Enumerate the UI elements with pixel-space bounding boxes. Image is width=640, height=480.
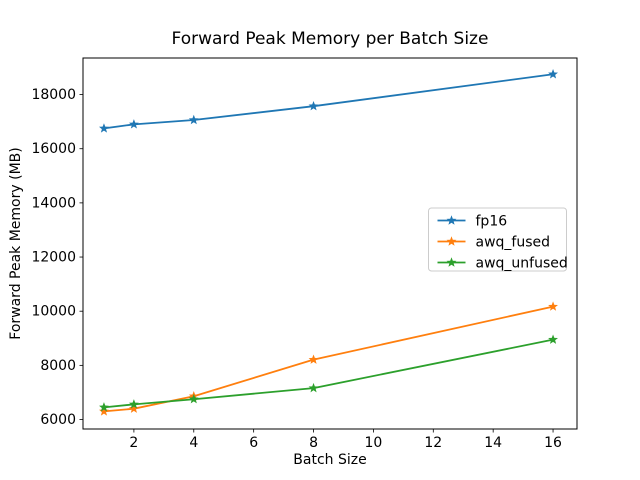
legend-swatch-marker <box>446 215 457 225</box>
y-tick-label: 16000 <box>31 141 76 157</box>
legend-label: awq_unfused <box>476 256 568 272</box>
legend-label: fp16 <box>476 214 508 230</box>
data-point-marker <box>308 354 319 364</box>
y-tick-label: 18000 <box>31 87 76 103</box>
legend-label: awq_fused <box>476 235 551 251</box>
data-point-marker <box>548 334 558 344</box>
y-tick-label: 10000 <box>31 304 76 320</box>
legend-entry-awq_fused: awq_fused <box>437 235 551 251</box>
series-line-awq_fused <box>103 305 554 413</box>
series-markers-awq_fused <box>99 301 558 416</box>
data-point-marker <box>188 114 199 125</box>
data-point-marker <box>99 123 109 133</box>
x-tick-label: 12 <box>424 435 442 451</box>
series-markers-awq_unfused <box>99 334 558 412</box>
series-line-fp16 <box>103 73 554 130</box>
x-tick-label: 10 <box>364 435 382 451</box>
y-tick-label: 6000 <box>40 412 76 428</box>
data-point-marker <box>308 101 319 111</box>
legend-entry-awq_unfused: awq_unfused <box>437 256 568 272</box>
x-tick-label: 4 <box>189 435 198 451</box>
legend-swatch-marker <box>446 257 457 267</box>
data-point-marker <box>128 403 139 413</box>
legend-frame <box>428 207 567 272</box>
y-axis-label: Forward Peak Memory (MB) <box>8 147 24 339</box>
data-point-marker <box>188 394 199 404</box>
data-point-marker <box>548 301 558 311</box>
data-point-marker <box>128 399 139 409</box>
y-tick-label: 14000 <box>31 195 76 211</box>
legend: fp16 awq_fused awq_unfused <box>428 207 568 272</box>
data-point-marker <box>308 382 319 393</box>
data-point-marker <box>99 402 109 412</box>
x-tick-label: 8 <box>309 435 318 451</box>
data-point-marker <box>548 69 558 79</box>
x-tick-label: 16 <box>544 435 562 451</box>
legend-swatch-marker <box>446 236 457 246</box>
chart-title: Forward Peak Memory per Batch Size <box>172 29 489 49</box>
x-tick-label: 14 <box>484 435 502 451</box>
plot-border <box>82 57 578 430</box>
series-line-awq_unfused <box>103 338 554 409</box>
series-markers-fp16 <box>99 69 558 133</box>
data-point-marker <box>128 119 139 129</box>
y-tick-label: 8000 <box>40 358 76 374</box>
legend-entry-fp16: fp16 <box>437 214 508 230</box>
x-tick-label: 2 <box>129 435 138 451</box>
data-point-marker <box>99 406 109 416</box>
x-tick-label: 6 <box>249 435 258 451</box>
y-tick-label: 12000 <box>31 250 76 266</box>
x-axis-label: Batch Size <box>293 452 366 468</box>
